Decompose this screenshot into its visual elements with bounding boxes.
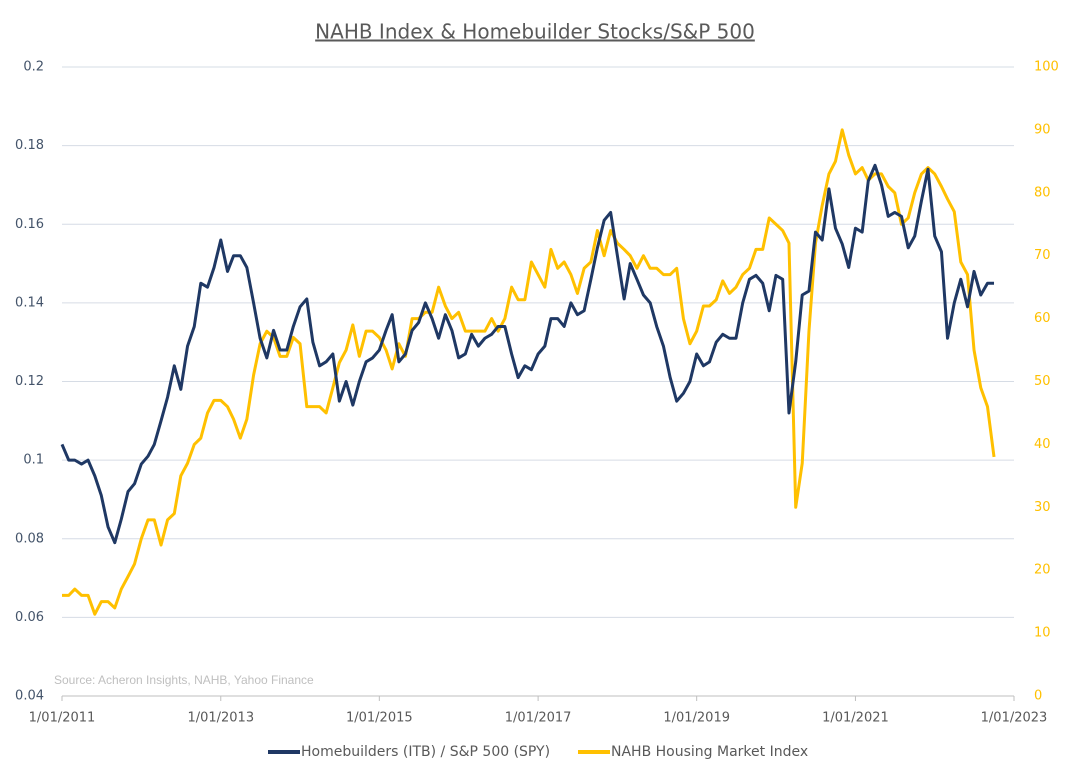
legend-label: NAHB Housing Market Index bbox=[611, 744, 808, 760]
series-line bbox=[60, 163, 995, 545]
x-tick-label: 1/01/2017 bbox=[505, 711, 572, 726]
y-tick-label: 0.14 bbox=[15, 295, 44, 310]
y-tick-label: 0.18 bbox=[15, 138, 44, 153]
y2-tick-label: 30 bbox=[1034, 500, 1051, 515]
chart-title: NAHB Index & Homebuilder Stocks/S&P 500 bbox=[315, 20, 755, 44]
y2-tick-label: 0 bbox=[1034, 689, 1042, 704]
y2-tick-label: 10 bbox=[1034, 626, 1051, 641]
legend-label: Homebuilders (ITB) / S&P 500 (SPY) bbox=[301, 744, 550, 760]
x-tick-label: 1/01/2011 bbox=[29, 711, 96, 726]
y2-tick-label: 80 bbox=[1034, 185, 1051, 200]
y-tick-label: 0.06 bbox=[15, 610, 44, 625]
y-tick-label: 0.12 bbox=[15, 374, 44, 389]
y2-tick-label: 90 bbox=[1034, 122, 1051, 137]
y2-tick-label: 40 bbox=[1034, 437, 1051, 452]
y-tick-label: 0.1 bbox=[23, 453, 44, 468]
x-tick-label: 1/01/2023 bbox=[981, 711, 1048, 726]
y2-tick-label: 60 bbox=[1034, 311, 1051, 326]
x-tick-label: 1/01/2015 bbox=[346, 711, 413, 726]
series-line bbox=[62, 128, 996, 616]
y-tick-label: 0.08 bbox=[15, 531, 44, 546]
y2-tick-label: 50 bbox=[1034, 374, 1051, 389]
y2-tick-label: 20 bbox=[1034, 563, 1051, 578]
x-tick-label: 1/01/2013 bbox=[187, 711, 254, 726]
x-tick-label: 1/01/2019 bbox=[663, 711, 730, 726]
y-tick-label: 0.16 bbox=[15, 217, 44, 232]
y2-tick-label: 100 bbox=[1034, 60, 1059, 75]
source-note: Source: Acheron Insights, NAHB, Yahoo Fi… bbox=[54, 673, 314, 687]
y2-tick-label: 70 bbox=[1034, 248, 1051, 263]
y-tick-label: 0.2 bbox=[23, 60, 44, 75]
x-tick-label: 1/01/2021 bbox=[822, 711, 889, 726]
y-tick-label: 0.04 bbox=[15, 689, 44, 704]
